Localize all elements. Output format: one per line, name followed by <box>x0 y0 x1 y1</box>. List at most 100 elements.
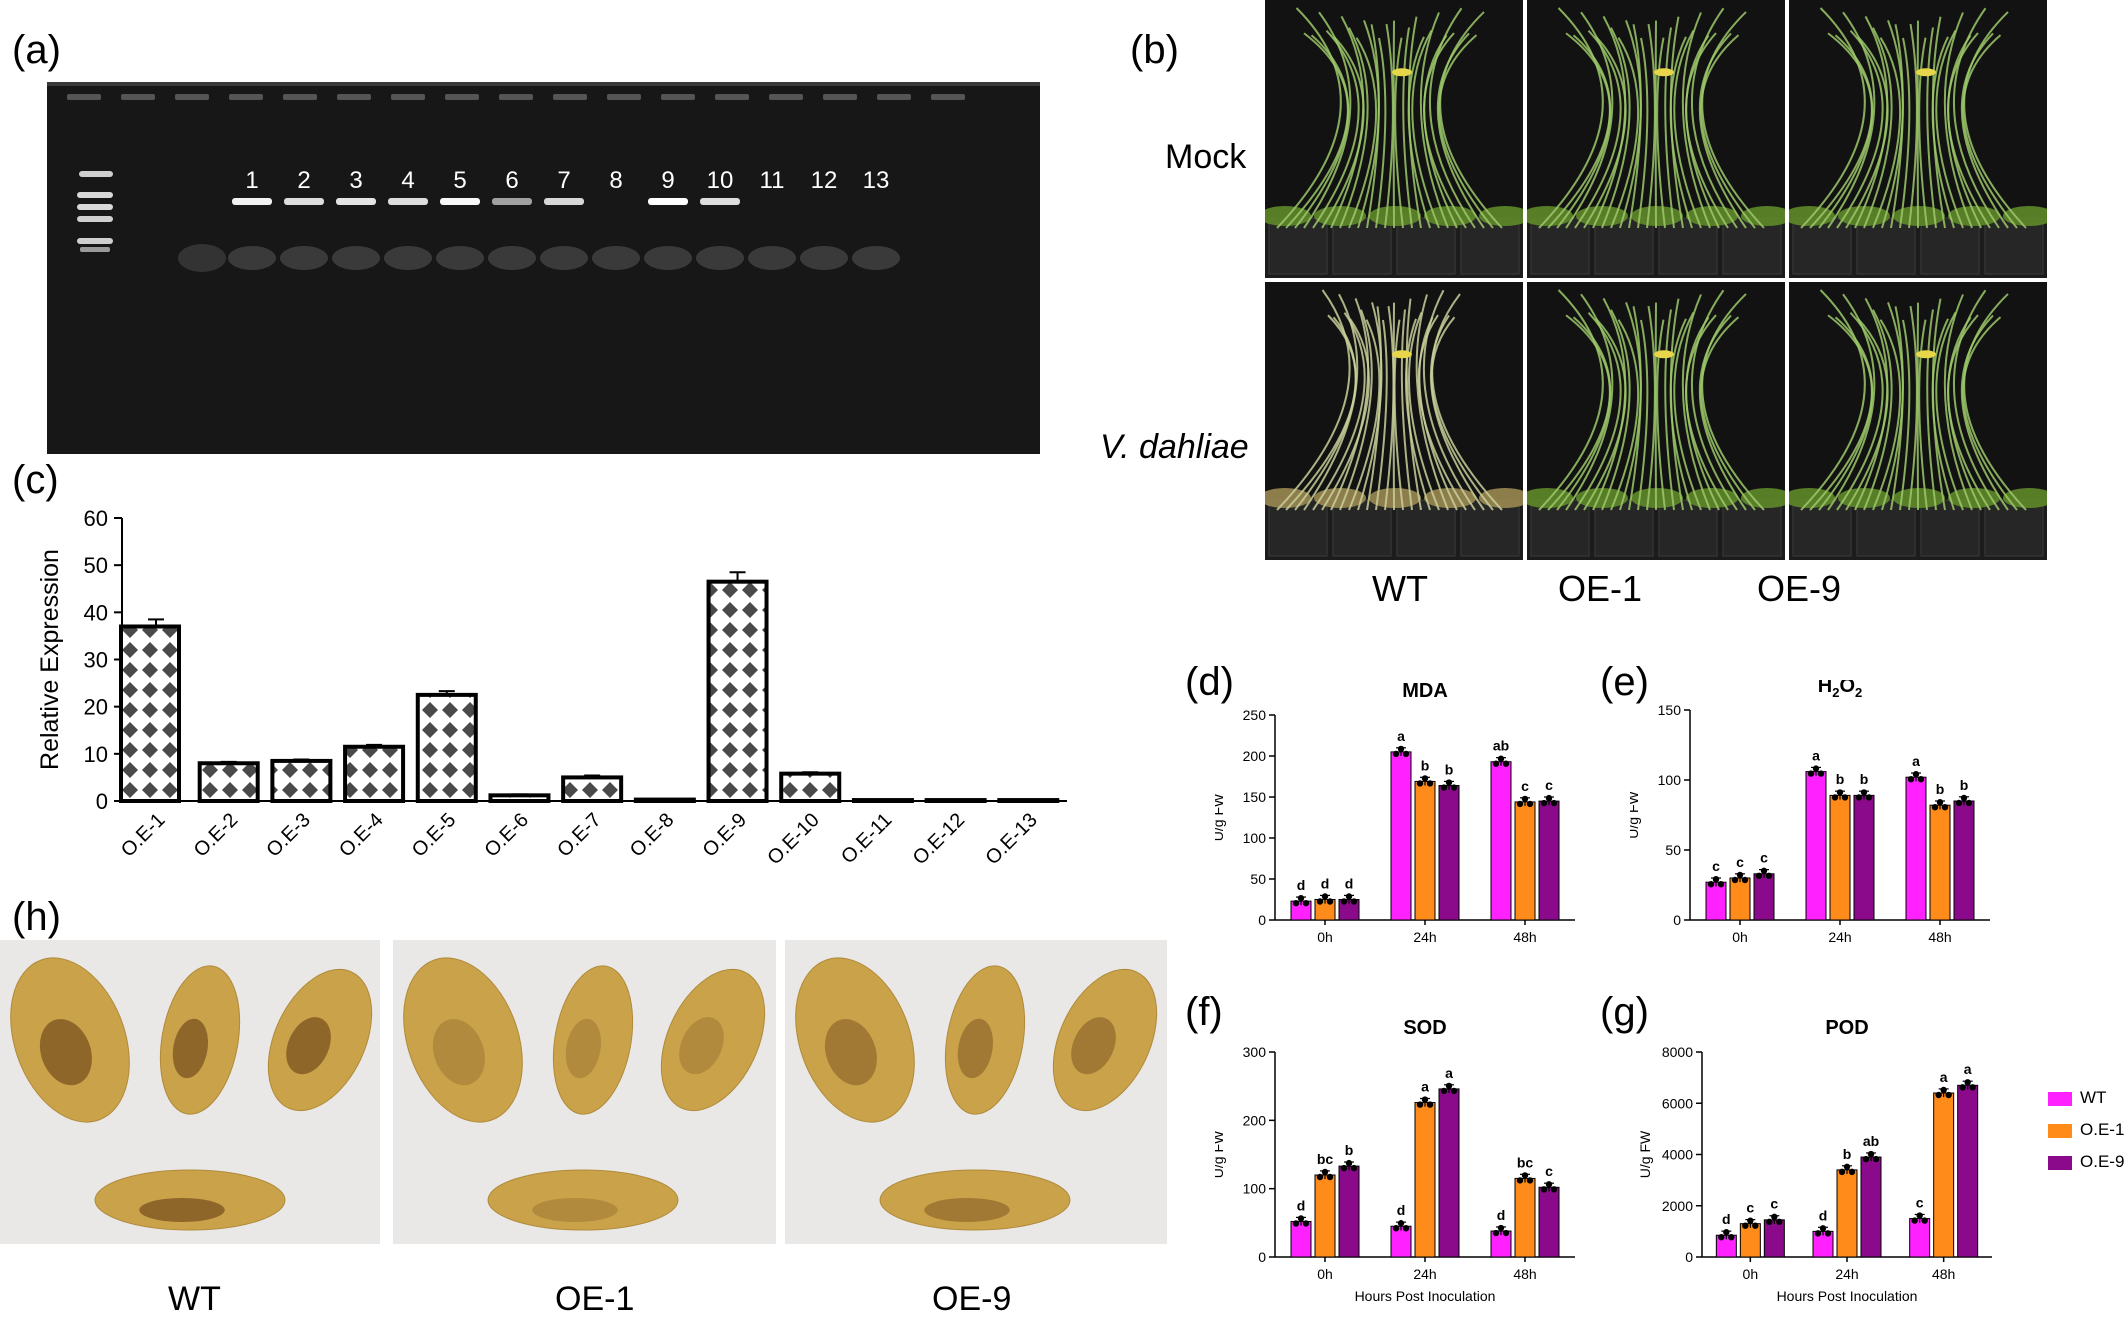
replicate-dot <box>1426 1101 1434 1108</box>
lane-number: 5 <box>453 167 466 194</box>
bar <box>1909 1218 1931 1258</box>
gel-band <box>700 198 740 205</box>
bar <box>1390 1225 1412 1258</box>
x-tick-label: 24h <box>1413 929 1436 945</box>
h-col-label-oe1: OE-1 <box>555 1280 635 1318</box>
primer-smear <box>852 246 900 270</box>
y-axis-label: U/g FW <box>1630 790 1641 838</box>
plant-photo-mock-oe9 <box>1789 0 2047 278</box>
replicate-dot <box>1712 876 1720 883</box>
replicate-dot <box>1736 871 1744 879</box>
lane-number: 2 <box>297 167 310 194</box>
replicate-dot <box>1440 784 1448 791</box>
y-tick-label: 50 <box>1665 842 1681 858</box>
dna-ladder <box>77 171 113 252</box>
significance-letter: b <box>1843 1146 1852 1162</box>
replicate-dot <box>1916 1212 1923 1219</box>
significance-letter: c <box>1760 850 1768 866</box>
primer-smear <box>228 246 276 270</box>
replicate-dot <box>1402 1225 1410 1232</box>
significance-letter: b <box>1936 781 1945 797</box>
legend-text-oe1: O.E-1 <box>2080 1120 2125 1139</box>
relative-expression-chart: 0 10 20 30 40 50 60 Relative Expression O.E-1 O.E… <box>36 506 1067 869</box>
x-tick-label: O.E-9 <box>699 809 752 862</box>
bar <box>1929 804 1951 921</box>
y-tick-label: 2000 <box>1662 1198 1693 1214</box>
primer-smear <box>696 246 744 270</box>
bar <box>1438 1088 1460 1258</box>
replicate-dot <box>1502 1229 1510 1237</box>
replicate-dot <box>1741 876 1749 884</box>
x-tick-label: O.E-11 <box>837 809 896 868</box>
replicate-dot <box>1872 1155 1880 1163</box>
replicate-dot <box>1723 1229 1730 1236</box>
x-tick-label: O.E-12 <box>909 809 969 869</box>
replicate-dot <box>1316 1173 1324 1181</box>
legend-swatch-oe9 <box>2048 1156 2072 1170</box>
replicate-dot <box>1807 770 1815 777</box>
x-tick-label: 24h <box>1413 1266 1436 1282</box>
replicate-dot <box>1545 1181 1553 1188</box>
y-tick-label: 20 <box>84 695 108 720</box>
bar <box>1853 794 1875 921</box>
lane-number: 4 <box>401 167 414 194</box>
replicate-dot <box>1728 1234 1735 1241</box>
legend-swatch-oe1 <box>2048 1124 2072 1138</box>
bar <box>1705 881 1727 921</box>
replicate-dot <box>1321 893 1329 900</box>
panel-h-label: (h) <box>12 895 61 939</box>
significance-letter: d <box>1397 1202 1406 1218</box>
significance-letter: a <box>1940 1069 1948 1085</box>
replicate-dot <box>1340 1164 1348 1172</box>
y-tick-label: 0 <box>1258 1249 1266 1265</box>
gel-bands <box>178 198 900 272</box>
b-col-label-oe9: OE-9 <box>1757 568 1842 609</box>
gel-well <box>121 94 155 100</box>
gel-well <box>391 94 425 100</box>
significance-letter: ab <box>1863 1133 1879 1149</box>
plant-photo-vdahliae-wt <box>1265 282 1523 560</box>
primer-smear <box>488 246 536 270</box>
replicate-dot <box>1421 1096 1429 1103</box>
gel-well <box>499 94 533 100</box>
gel-well <box>607 94 641 100</box>
bar <box>270 758 333 803</box>
replicate-dot <box>1397 1220 1405 1227</box>
plant-photo-vdahliae-oe9 <box>1789 282 2047 560</box>
replicate-dot <box>1819 1225 1827 1232</box>
replicate-dot <box>1345 1159 1353 1167</box>
gel-well <box>769 94 803 100</box>
gel-well <box>661 94 695 100</box>
replicate-dot <box>1516 800 1524 808</box>
gel-well <box>229 94 263 100</box>
legend-item: O.E-9 <box>2048 1150 2128 1182</box>
replicate-dot <box>1397 745 1405 753</box>
significance-letter: ab <box>1493 738 1509 754</box>
bar <box>779 771 842 804</box>
bar <box>1390 751 1412 921</box>
leaf-photo-oe1 <box>393 940 776 1244</box>
replicate-dot <box>1718 1234 1725 1241</box>
x-tick-label: O.E-3 <box>262 809 315 862</box>
replicate-dot <box>1752 1222 1759 1229</box>
significance-letter: d <box>1297 877 1306 893</box>
replicate-dot <box>1521 1172 1529 1179</box>
replicate-dot <box>1707 881 1715 888</box>
plant-photo-mock-oe1 <box>1527 0 1785 278</box>
replicate-dot <box>1302 1220 1310 1227</box>
x-axis-label: Hours Post Inoculation <box>1355 1288 1496 1304</box>
significance-letter: a <box>1912 753 1920 769</box>
replicate-dot <box>1940 1086 1947 1094</box>
replicate-dot <box>1340 898 1348 905</box>
gel-band <box>388 198 428 205</box>
bar <box>415 692 478 803</box>
plant-photo-mock-wt <box>1265 0 1523 278</box>
replicate-dot <box>1917 776 1925 783</box>
replicate-dot <box>1545 794 1553 802</box>
replicate-dot <box>1302 899 1310 907</box>
significance-letter: bc <box>1317 1151 1334 1167</box>
lane-number: 1 <box>245 167 258 194</box>
agarose-gel-image: 1 2 3 4 5 6 7 8 9 10 11 12 13 <box>47 82 1040 454</box>
y-tick-label: 50 <box>84 553 108 578</box>
